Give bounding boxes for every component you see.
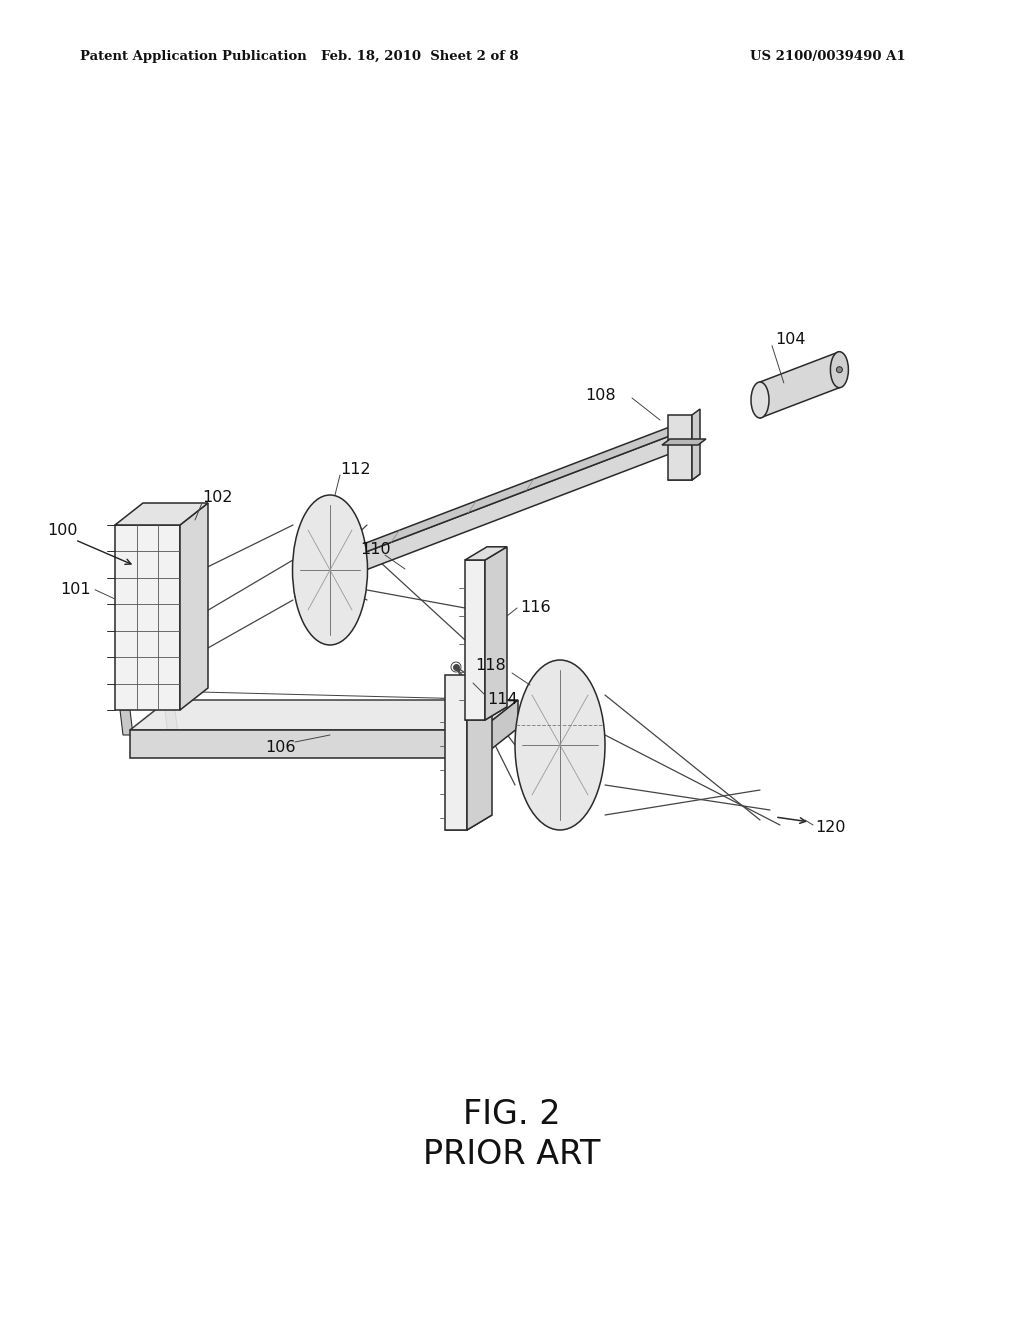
Text: 108: 108 — [585, 388, 615, 403]
Text: 106: 106 — [265, 741, 296, 755]
Text: PRIOR ART: PRIOR ART — [423, 1138, 601, 1172]
Text: FIG. 2: FIG. 2 — [463, 1098, 561, 1131]
Polygon shape — [312, 540, 358, 548]
Ellipse shape — [751, 381, 769, 418]
Polygon shape — [760, 351, 840, 418]
Text: 102: 102 — [202, 490, 232, 504]
Polygon shape — [465, 560, 485, 719]
Polygon shape — [662, 440, 706, 445]
Polygon shape — [295, 432, 680, 597]
Ellipse shape — [837, 367, 843, 372]
Ellipse shape — [515, 660, 605, 830]
Text: Feb. 18, 2010  Sheet 2 of 8: Feb. 18, 2010 Sheet 2 of 8 — [322, 50, 519, 63]
Polygon shape — [485, 546, 507, 719]
Polygon shape — [465, 706, 507, 719]
Text: 116: 116 — [520, 601, 551, 615]
Polygon shape — [115, 503, 208, 525]
Ellipse shape — [830, 351, 849, 388]
Text: 120: 120 — [815, 821, 846, 836]
Polygon shape — [295, 420, 688, 579]
Polygon shape — [180, 503, 208, 710]
Polygon shape — [165, 710, 178, 735]
Polygon shape — [115, 525, 180, 710]
Text: US 2100/0039490 A1: US 2100/0039490 A1 — [750, 50, 905, 63]
Text: 118: 118 — [475, 657, 506, 672]
Text: 112: 112 — [340, 462, 371, 478]
Polygon shape — [480, 700, 518, 758]
Text: Patent Application Publication: Patent Application Publication — [80, 50, 307, 63]
Polygon shape — [692, 409, 700, 480]
Polygon shape — [668, 474, 700, 480]
Polygon shape — [668, 414, 692, 480]
Polygon shape — [465, 546, 507, 560]
Polygon shape — [538, 760, 594, 770]
Text: 114: 114 — [487, 693, 517, 708]
Text: 104: 104 — [775, 333, 806, 347]
Polygon shape — [312, 583, 358, 591]
Polygon shape — [120, 710, 133, 735]
Text: 101: 101 — [60, 582, 91, 597]
Ellipse shape — [293, 495, 368, 645]
Polygon shape — [130, 700, 518, 730]
Text: 110: 110 — [360, 541, 390, 557]
Polygon shape — [467, 660, 492, 830]
Polygon shape — [130, 730, 480, 758]
Text: 100: 100 — [47, 523, 78, 539]
Polygon shape — [445, 814, 492, 830]
Polygon shape — [445, 675, 467, 830]
